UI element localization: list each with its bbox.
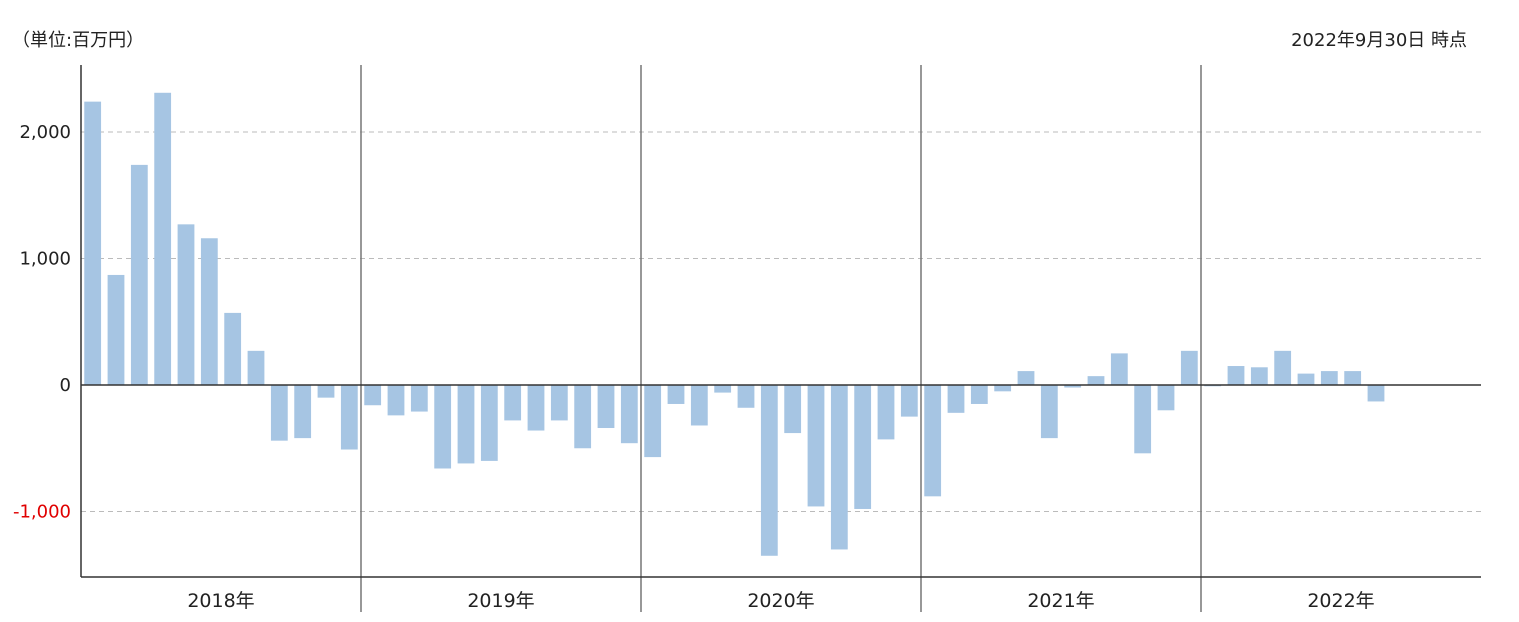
bar [1087,376,1105,385]
bar [480,385,498,461]
bar [1064,385,1082,388]
bar [550,385,568,421]
bar [644,385,662,458]
bar [807,385,825,507]
bar [667,385,685,404]
year-label: 2022年 [1307,590,1374,612]
bar [527,385,545,431]
bar [84,101,102,385]
bar [760,385,778,556]
bar [690,385,708,426]
bar [970,385,988,404]
bar [1344,371,1362,385]
bar [1180,350,1198,385]
bar [924,385,942,497]
bar [270,385,288,441]
unit-label: （単位:百万円） [12,30,145,51]
y-tick-label: 0 [60,375,71,396]
year-label: 2020年 [747,590,814,612]
bar [1110,353,1128,385]
bar [340,385,358,450]
bar [154,92,172,385]
bar [294,385,312,439]
bar [1227,366,1245,385]
bar [620,385,638,444]
y-tick-label: 2,000 [19,122,71,143]
bar [130,164,148,385]
as-of-date-label: 2022年9月30日 時点 [1291,30,1467,51]
bar [177,224,195,385]
bar [714,385,732,393]
bar [597,385,615,429]
bar [784,385,802,434]
bar [900,385,918,417]
bar [1367,385,1385,402]
bar [830,385,848,550]
bar [1297,373,1315,385]
bar [364,385,382,406]
year-label: 2021年 [1027,590,1094,612]
bar [854,385,872,509]
bar [737,385,755,408]
bar [947,385,965,413]
bar [1134,385,1152,454]
y-tick-label: -1,000 [13,502,71,523]
bar [1320,371,1338,385]
bar [224,312,242,385]
bar [410,385,428,412]
year-label: 2019年 [467,590,534,612]
bar [107,274,125,385]
y-tick-label: 1,000 [19,249,71,270]
year-label: 2018年 [187,590,254,612]
bar [247,350,265,385]
bar [994,385,1012,392]
bar [1040,385,1058,439]
bar [574,385,592,449]
bar [317,385,335,398]
bar [1017,371,1035,385]
bar [1157,385,1175,411]
bar [1250,367,1268,385]
bar [877,385,895,440]
bar [1274,350,1292,385]
bar [200,238,218,385]
bar [387,385,405,416]
bar [504,385,522,421]
bar [457,385,475,464]
bar [434,385,452,469]
